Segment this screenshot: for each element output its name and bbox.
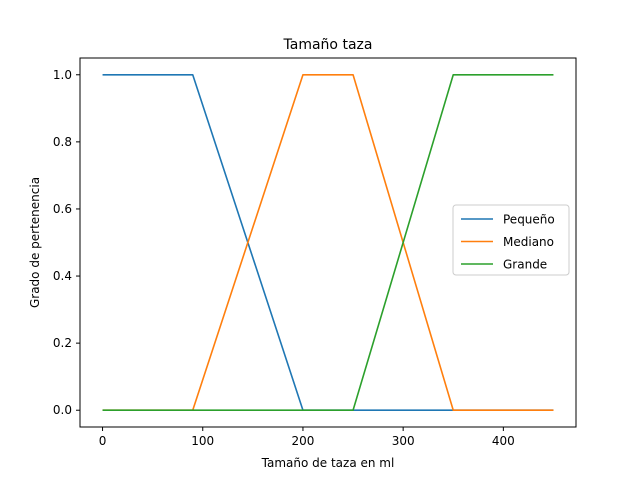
y-axis: 0.0 0.2 0.4 0.6 0.8 1.0 [53,68,80,417]
chart-title: Tamaño taza [283,37,373,53]
y-tick-label: 0.0 [53,403,72,417]
x-axis: 0 100 200 300 400 [99,427,515,448]
x-axis-label: Tamaño de taza en ml [261,456,395,470]
series-line-3 [102,73,554,412]
x-tick-label: 100 [191,434,214,448]
y-tick-label: 1.0 [53,68,72,82]
legend: Pequeño Mediano Grande [452,204,570,276]
legend-label-3: Grande [503,258,547,272]
x-tick-label: 0 [99,434,107,448]
y-tick-label: 0.6 [53,202,72,216]
series-layer [102,73,554,412]
x-tick-label: 400 [492,434,515,448]
y-tick-label: 0.2 [53,336,72,350]
y-tick-label: 0.4 [53,269,72,283]
plot-frame [79,57,577,428]
legend-label-1: Pequeño [503,213,555,227]
x-tick-label: 300 [392,434,415,448]
y-tick-label: 0.8 [53,135,72,149]
legend-box [452,204,570,276]
y-axis-label: Grado de pertenencia [28,177,42,308]
x-tick-label: 200 [291,434,314,448]
legend-label-2: Mediano [503,235,554,249]
